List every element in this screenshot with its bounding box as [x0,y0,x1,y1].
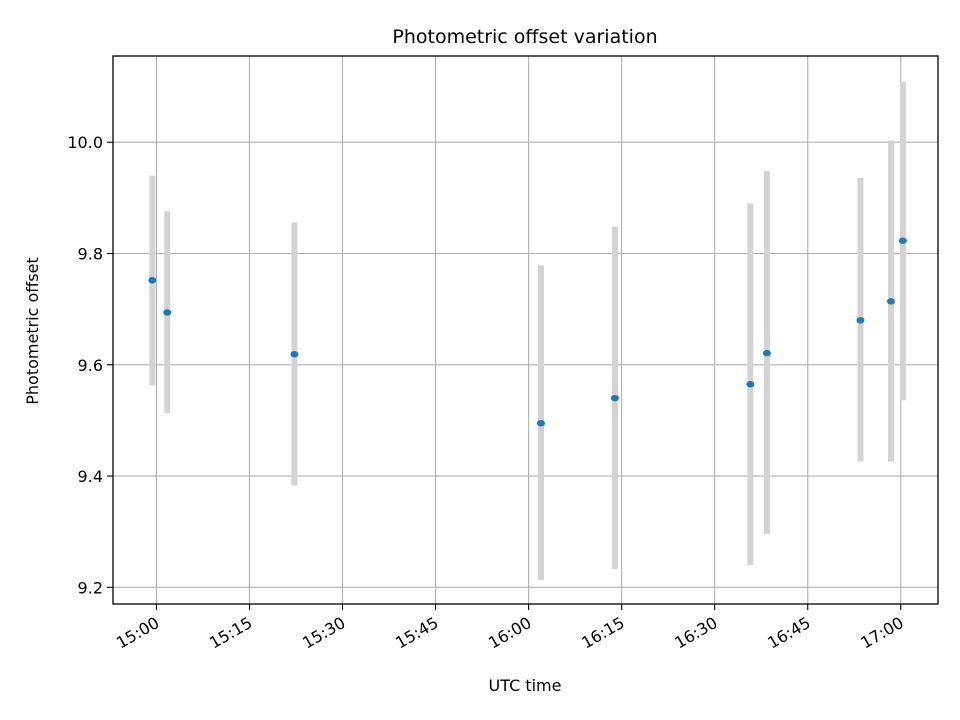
data-point [290,351,299,358]
grid [113,56,938,604]
data-point [537,419,546,427]
data-point [856,317,865,324]
data-point [163,309,172,316]
data-point [746,381,755,388]
data-points [148,237,907,427]
x-axis-title: UTC time [489,676,562,695]
y-axis-title: Photometric offset [23,257,42,405]
data-point [610,394,619,402]
y-tick-label: 10.0 [67,133,103,152]
plot-frame [112,55,939,605]
y-tick-label: 9.4 [78,467,103,486]
data-point [762,349,771,357]
chart-title: Photometric offset variation [392,26,657,48]
data-point [898,237,907,244]
y-tick-label: 9.2 [78,578,103,597]
y-tick-label: 9.8 [78,245,103,264]
data-point [148,277,157,284]
y-tick-label: 9.6 [78,356,103,375]
data-point [886,298,895,305]
